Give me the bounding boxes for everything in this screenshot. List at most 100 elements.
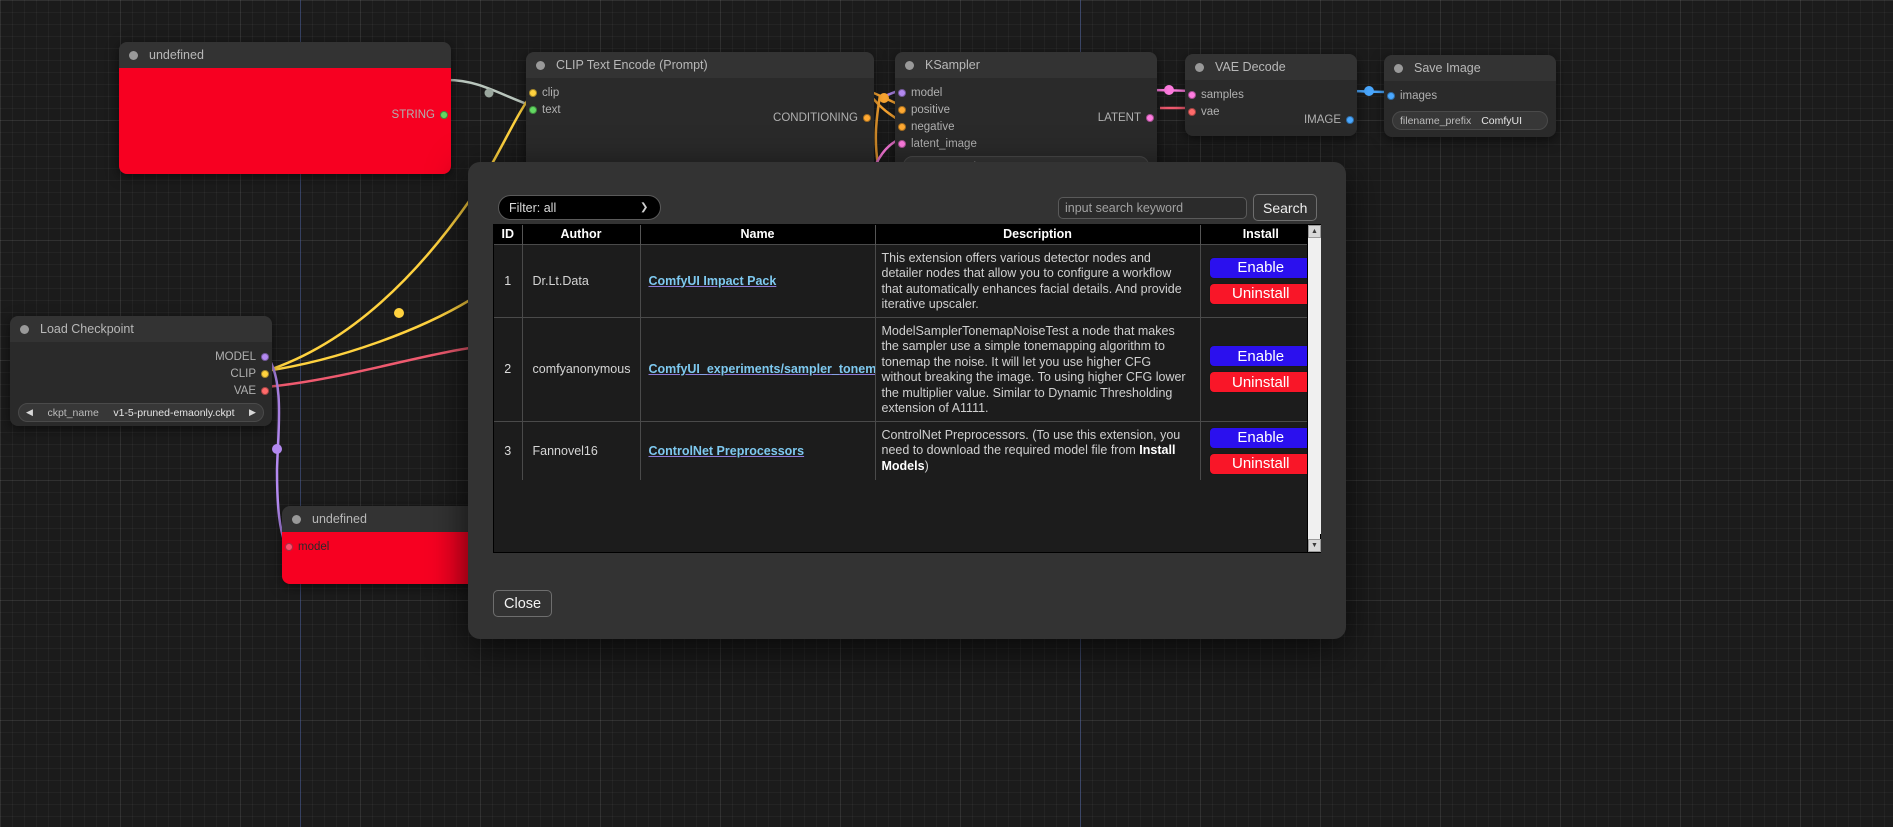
input-dot-latent-image-icon[interactable] <box>898 139 906 148</box>
extension-link[interactable]: ControlNet Preprocessors <box>648 443 805 458</box>
node-collapse-dot[interactable] <box>905 60 914 70</box>
ckpt-next-arrow-icon[interactable]: ▶ <box>249 407 256 417</box>
column-header-id[interactable]: ID <box>494 225 523 244</box>
node-input-vae[interactable]: vae <box>1185 103 1357 120</box>
node-collapse-dot[interactable] <box>1394 63 1403 73</box>
node-collapse-dot[interactable] <box>20 324 29 334</box>
uninstall-button[interactable]: Uninstall <box>1209 452 1307 475</box>
node-input-negative[interactable]: negative <box>895 118 1157 135</box>
widget-filename-prefix[interactable]: filename_prefix ComfyUI <box>1392 111 1548 130</box>
enable-button[interactable]: Enable <box>1209 426 1307 449</box>
extension-link[interactable]: ComfyUI_experiments/sampler_tonemap <box>648 362 875 376</box>
node-title-bar[interactable]: Save Image <box>1384 55 1556 81</box>
uninstall-button[interactable]: Uninstall <box>1209 371 1307 393</box>
node-title-text: KSampler <box>925 58 980 72</box>
node-output-string[interactable]: STRING <box>119 106 451 123</box>
cell-author: Dr.Lt.Data <box>522 243 641 317</box>
cell-description: ControlNet Preprocessors. (To use this e… <box>875 420 1201 480</box>
output-label-latent: LATENT <box>1097 111 1141 124</box>
node-output-clip[interactable]: CLIP <box>10 365 272 382</box>
node-collapse-dot[interactable] <box>129 50 138 60</box>
uninstall-button[interactable]: Uninstall <box>1209 282 1307 305</box>
output-label-model: MODEL <box>215 350 256 363</box>
input-dot-samples-icon[interactable] <box>1188 90 1196 99</box>
filter-select[interactable]: Filter: all <box>498 195 661 220</box>
output-dot-vae-icon[interactable] <box>261 386 269 395</box>
column-header-description[interactable]: Description <box>875 225 1201 244</box>
input-label-model: model <box>298 540 330 553</box>
input-dot-vae-icon[interactable] <box>1188 107 1196 116</box>
cell-author: comfyanonymous <box>522 316 641 421</box>
table-row[interactable]: 3 Fannovel16 ControlNet Preprocessors Contr… <box>494 420 1307 480</box>
node-save-image[interactable]: Save Image images filename_prefix ComfyU… <box>1384 55 1556 137</box>
input-dot-model-icon[interactable] <box>285 542 293 551</box>
node-title-bar[interactable]: VAE Decode <box>1185 54 1357 80</box>
column-header-name[interactable]: Name <box>640 225 876 244</box>
widget-value-ckpt-name[interactable]: v1-5-pruned-emaonly.ckpt <box>113 406 235 419</box>
cell-author: Fannovel16 <box>522 420 641 480</box>
extension-table-container: ID Author Name Description Install 1 Dr.L… <box>493 224 1321 553</box>
input-dot-images-icon[interactable] <box>1387 91 1395 100</box>
input-dot-text-icon[interactable] <box>529 105 537 114</box>
node-title-bar[interactable]: Load Checkpoint <box>10 316 272 342</box>
canvas-axis-line <box>300 0 301 827</box>
input-dot-negative-icon[interactable] <box>898 122 906 131</box>
output-label-image: IMAGE <box>1303 113 1341 126</box>
search-button[interactable]: Search <box>1253 194 1318 221</box>
input-label-latent-image: latent_image <box>911 137 977 150</box>
ckpt-prev-arrow-icon[interactable]: ◀ <box>26 407 33 417</box>
widget-value-filename-prefix[interactable]: ComfyUI <box>1481 114 1523 127</box>
node-input-model[interactable]: model <box>282 538 512 555</box>
search-input[interactable] <box>1058 197 1247 219</box>
node-load-checkpoint[interactable]: Load Checkpoint MODEL CLIP VAE ◀ ckpt_na… <box>10 316 272 426</box>
input-dot-positive-icon[interactable] <box>898 105 906 114</box>
node-input-clip[interactable]: clip <box>526 84 874 101</box>
input-label-text: text <box>542 103 561 116</box>
node-title-bar[interactable]: KSampler <box>895 52 1157 78</box>
node-input-samples[interactable]: samples <box>1185 86 1357 103</box>
scrollbar-thumb[interactable] <box>1308 238 1321 534</box>
output-dot-conditioning-icon[interactable] <box>863 113 871 122</box>
input-dot-model-icon[interactable] <box>898 88 906 97</box>
widget-ckpt-name[interactable]: ◀ ckpt_name v1-5-pruned-emaonly.ckpt ▶ <box>18 403 264 422</box>
node-title-text: undefined <box>312 512 367 526</box>
node-input-latent-image[interactable]: latent_image <box>895 135 1157 152</box>
node-undefined-top[interactable]: undefined STRING <box>119 42 451 174</box>
node-input-model[interactable]: model <box>895 84 1157 101</box>
enable-button[interactable]: Enable <box>1209 345 1307 367</box>
dialog-toolbar: Filter: all ❯ Search <box>468 162 1346 221</box>
node-input-images[interactable]: images <box>1384 87 1556 104</box>
node-input-positive[interactable]: positive <box>895 101 1157 118</box>
node-collapse-dot[interactable] <box>292 514 301 524</box>
table-row[interactable]: 1 Dr.Lt.Data ComfyUI Impact Pack This exten… <box>494 243 1307 317</box>
output-dot-image-icon[interactable] <box>1346 115 1354 124</box>
node-collapse-dot[interactable] <box>536 60 545 70</box>
node-output-latent[interactable]: LATENT <box>895 109 1157 126</box>
cell-install: Enable Uninstall <box>1200 316 1307 421</box>
enable-button[interactable]: Enable <box>1209 256 1307 279</box>
node-title-bar[interactable]: CLIP Text Encode (Prompt) <box>526 52 874 78</box>
extension-table-scrollpane[interactable]: ID Author Name Description Install 1 Dr.L… <box>494 225 1307 552</box>
node-collapse-dot[interactable] <box>1195 62 1204 72</box>
close-button[interactable]: Close <box>493 590 553 617</box>
extension-manager-dialog: Filter: all ❯ Search ID Author Name <box>468 162 1346 639</box>
scroll-up-arrow-icon[interactable]: ▲ <box>1308 225 1321 238</box>
node-output-vae[interactable]: VAE <box>10 382 272 399</box>
output-dot-string-icon[interactable] <box>440 110 448 119</box>
table-row[interactable]: 2 comfyanonymous ComfyUI_experiments/sampl… <box>494 316 1307 421</box>
node-output-image[interactable]: IMAGE <box>1185 111 1357 128</box>
node-title-bar[interactable]: undefined <box>119 42 451 68</box>
column-header-install[interactable]: Install <box>1200 225 1307 244</box>
input-dot-clip-icon[interactable] <box>529 88 537 97</box>
node-output-model[interactable]: MODEL <box>10 348 272 365</box>
output-dot-latent-icon[interactable] <box>1146 113 1154 122</box>
extension-link[interactable]: ComfyUI Impact Pack <box>648 273 777 288</box>
node-input-text[interactable]: text <box>526 101 874 118</box>
node-output-conditioning[interactable]: CONDITIONING <box>526 109 874 126</box>
output-dot-clip-icon[interactable] <box>261 369 269 378</box>
node-vae-decode[interactable]: VAE Decode samples vae IMAGE <box>1185 54 1357 136</box>
output-dot-model-icon[interactable] <box>261 352 269 361</box>
table-scrollbar[interactable]: ▲ ▼ <box>1307 225 1321 552</box>
column-header-author[interactable]: Author <box>522 225 641 244</box>
scroll-down-arrow-icon[interactable]: ▼ <box>1308 539 1321 552</box>
